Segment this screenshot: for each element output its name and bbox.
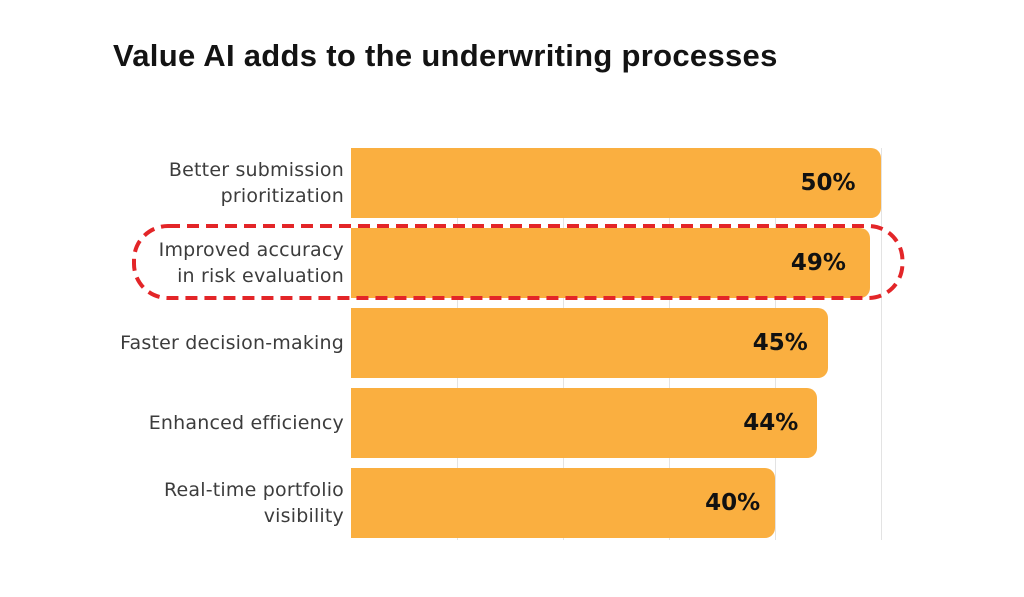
category-label: Better submission prioritization <box>0 148 344 218</box>
category-label-line: Better submission <box>168 159 344 181</box>
category-label-line: in risk evaluation <box>177 265 344 287</box>
category-label: Real-time portfolio visibility <box>0 468 344 538</box>
value-label: 40% <box>705 490 761 516</box>
bar-row: Enhanced efficiency 44% <box>0 388 1024 458</box>
chart-title: Value AI adds to the underwriting proces… <box>113 38 778 73</box>
value-bar: 40% <box>351 468 775 538</box>
value-bar: 50% <box>351 148 881 218</box>
value-label: 50% <box>800 170 856 196</box>
category-label-line: Improved accuracy <box>158 239 344 261</box>
category-label-line: Faster decision-making <box>120 332 344 354</box>
category-label-line: prioritization <box>220 185 344 207</box>
bar-row: Better submission prioritization 50% <box>0 148 1024 218</box>
bar-row: Improved accuracy in risk evaluation 49% <box>0 228 1024 298</box>
value-bar: 44% <box>351 388 818 458</box>
value-bar: 49% <box>351 228 871 298</box>
gridline-50-percent <box>881 148 882 540</box>
value-label: 49% <box>790 250 846 276</box>
value-bar: 45% <box>351 308 828 378</box>
category-label-line: Real-time portfolio <box>163 479 344 501</box>
category-label: Improved accuracy in risk evaluation <box>0 228 344 298</box>
value-label: 44% <box>743 410 799 436</box>
category-label: Enhanced efficiency <box>0 388 344 458</box>
category-label-line: Enhanced efficiency <box>148 412 344 434</box>
bar-row: Faster decision-making 45% <box>0 308 1024 378</box>
category-label-line: visibility <box>263 505 344 527</box>
bar-row: Real-time portfolio visibility 40% <box>0 468 1024 538</box>
value-label: 45% <box>752 330 808 356</box>
category-label: Faster decision-making <box>0 308 344 378</box>
